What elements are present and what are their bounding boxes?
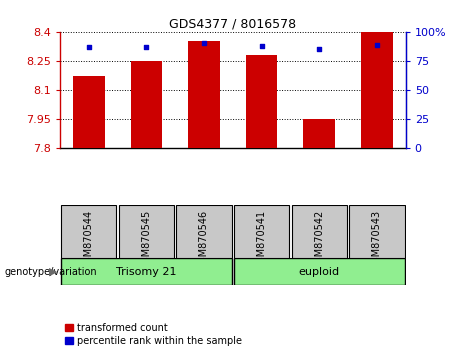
Bar [291, 205, 347, 258]
Bar [361, 32, 393, 148]
Text: GSM870545: GSM870545 [142, 210, 151, 269]
Bar [61, 205, 116, 258]
Bar [246, 55, 278, 148]
Bar [118, 205, 174, 258]
Text: ▶: ▶ [49, 267, 58, 276]
Point [373, 42, 381, 47]
Bar [234, 205, 290, 258]
Title: GDS4377 / 8016578: GDS4377 / 8016578 [169, 18, 296, 31]
Text: GSM870542: GSM870542 [314, 210, 324, 269]
Text: genotype/variation: genotype/variation [5, 267, 97, 276]
Bar [130, 61, 162, 148]
Point [258, 43, 266, 48]
Point [200, 41, 207, 46]
Point [142, 44, 150, 50]
Text: Trisomy 21: Trisomy 21 [116, 267, 177, 277]
Bar [188, 41, 220, 148]
Text: euploid: euploid [299, 267, 340, 277]
Point [315, 46, 323, 52]
Text: GSM870541: GSM870541 [257, 210, 266, 269]
Bar [61, 258, 231, 285]
Text: GSM870546: GSM870546 [199, 210, 209, 269]
Bar [303, 119, 335, 148]
Legend: transformed count, percentile rank within the sample: transformed count, percentile rank withi… [65, 323, 242, 346]
Text: GSM870543: GSM870543 [372, 210, 382, 269]
Bar [73, 76, 105, 148]
Bar [349, 205, 405, 258]
Text: GSM870544: GSM870544 [84, 210, 94, 269]
Bar [234, 258, 405, 285]
Bar [176, 205, 231, 258]
Point [85, 44, 92, 50]
